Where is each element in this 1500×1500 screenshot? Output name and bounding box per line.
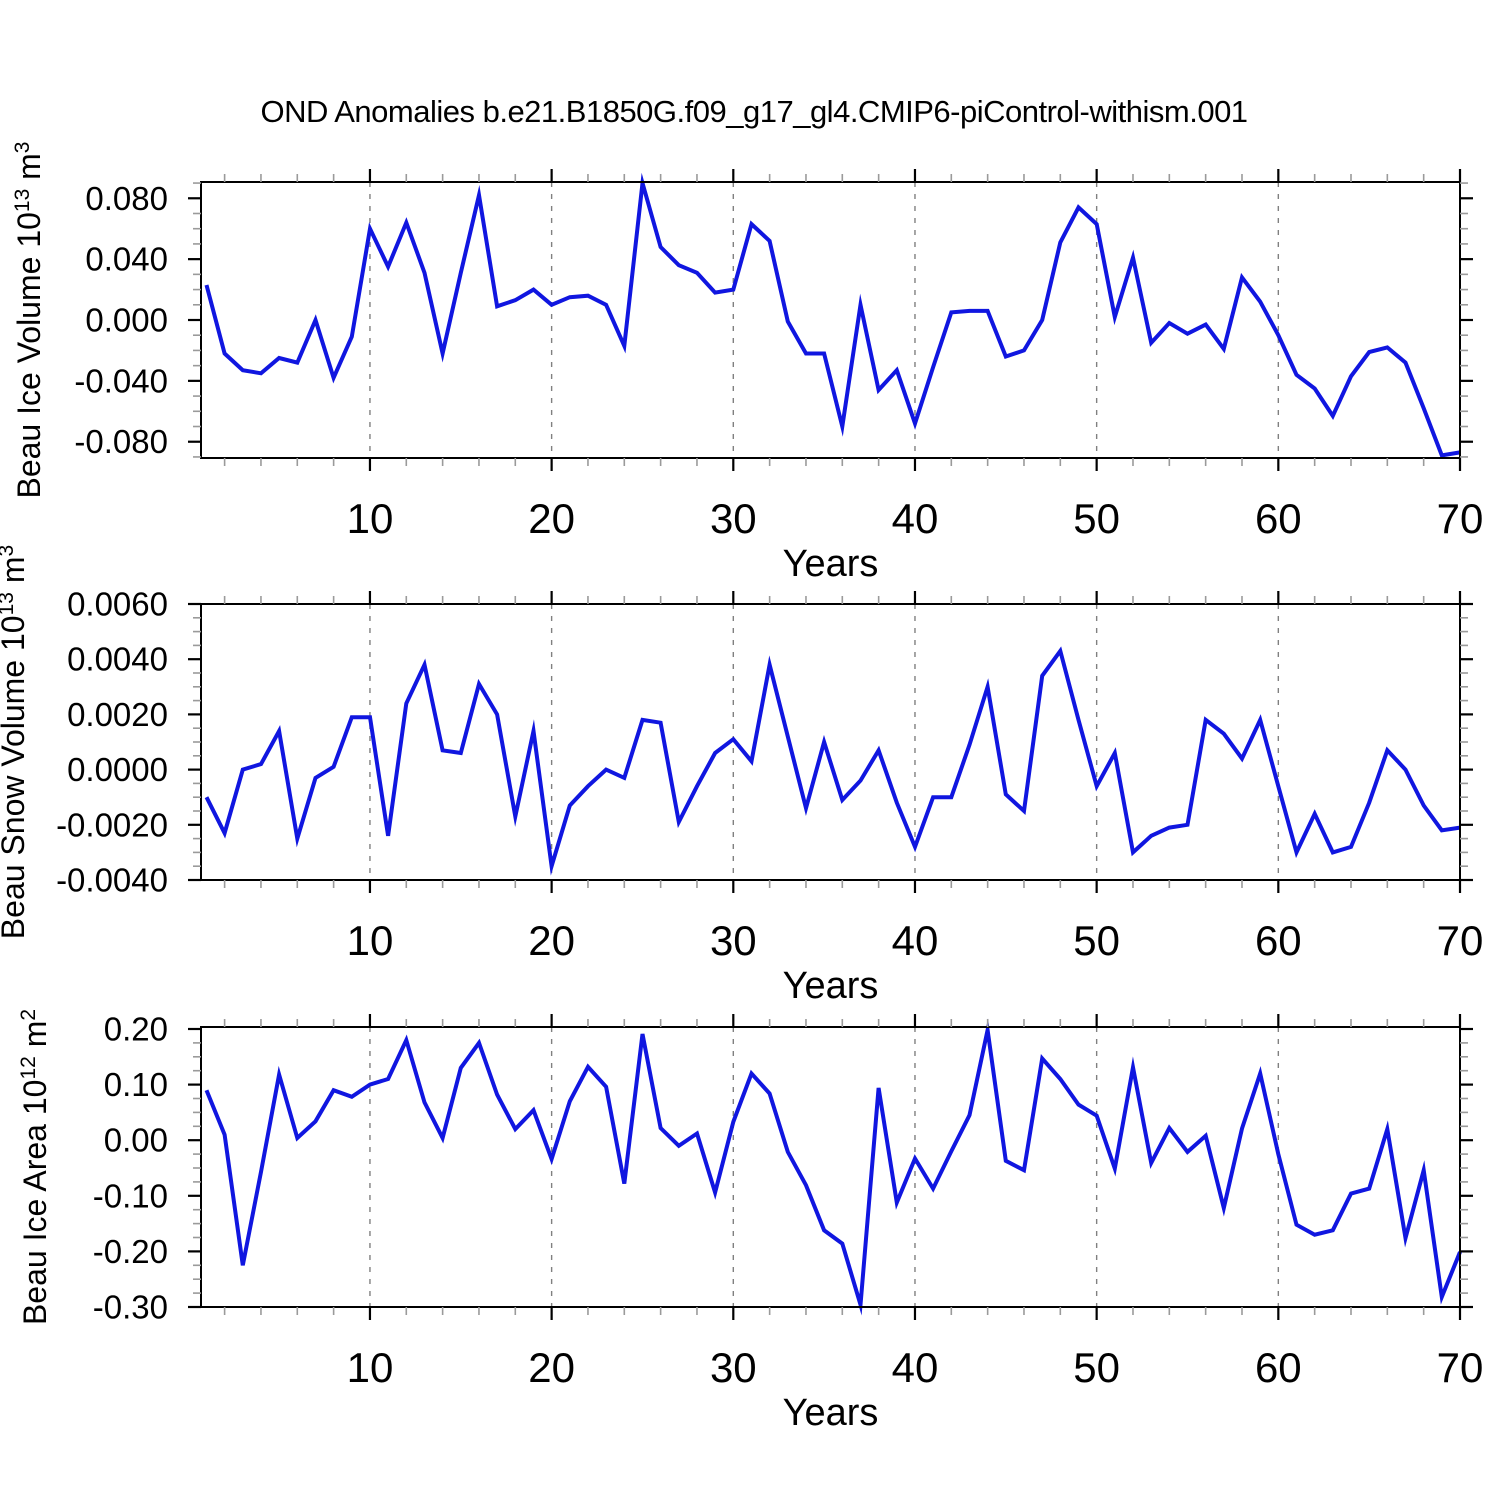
- beau-ice-volume-xtick-label: 70: [1437, 495, 1484, 542]
- beau-ice-volume-ytick-label: -0.040: [74, 362, 168, 399]
- beau-ice-volume-panel: 10 20 30 40 50 60 70 -0.080 -0.040 0.000 0.040 0.08…: [11, 141, 1483, 585]
- beau-ice-area-xtick-label: 30: [710, 1344, 757, 1391]
- beau-ice-area-xtick-label: 60: [1255, 1344, 1302, 1391]
- beau-ice-volume-ytick-label: 0.000: [85, 302, 168, 339]
- beau-ice-area-ytick-label: -0.30: [93, 1289, 168, 1326]
- beau-ice-volume-ytick-label: 0.040: [85, 241, 168, 278]
- beau-snow-volume-xaxis-title: Years: [783, 965, 879, 1007]
- beau-snow-volume-ytick-label: 0.0020: [67, 696, 168, 733]
- beau-ice-volume-xtick-label: 10: [347, 495, 394, 542]
- beau-snow-volume-ytick-label: 0.0040: [67, 641, 168, 678]
- beau-ice-volume-xtick-label: 20: [528, 495, 575, 542]
- beau-snow-volume-ytick-label: -0.0040: [56, 862, 168, 899]
- beau-ice-area-panel: 10 20 30 40 50 60 70 -0.30 -0.20 -0.10 0.00 0.10 0.2…: [17, 1009, 1483, 1434]
- beau-ice-area-ytick-label: -0.10: [93, 1177, 168, 1214]
- beau-ice-volume-ytick-label: -0.080: [74, 423, 168, 460]
- beau-ice-area-axes-box: [200, 1026, 1461, 1308]
- figure-title: OND Anomalies b.e21.B1850G.f09_g17_gl4.C…: [260, 94, 1247, 129]
- beau-ice-volume-ytick-label: 0.080: [85, 180, 168, 217]
- beau-ice-area-ytick-label: -0.20: [93, 1233, 168, 1270]
- beau-snow-volume-line: [204, 646, 1461, 876]
- beau-ice-volume-ticks: [188, 169, 1473, 471]
- beau-ice-volume-xtick-label: 50: [1073, 495, 1120, 542]
- beau-ice-area-line: [204, 1018, 1462, 1316]
- beau-ice-volume-line: [204, 172, 1461, 458]
- beau-snow-volume-panel: 10 20 30 40 50 60 70 -0.0040 -0.0020 0.0000 0.0020…: [0, 545, 1483, 1007]
- beau-ice-area-xtick-label: 20: [528, 1344, 575, 1391]
- beau-snow-volume-ytick-label: 0.0060: [67, 586, 168, 623]
- beau-snow-volume-yaxis-title: Beau Snow Volume 1013 m3: [0, 545, 31, 939]
- beau-ice-area-ytick-label: 0.00: [104, 1122, 168, 1159]
- beau-ice-area-xtick-label: 10: [347, 1344, 394, 1391]
- beau-ice-area-ticks: [188, 1014, 1473, 1320]
- beau-snow-volume-xtick-label: 20: [528, 917, 575, 964]
- beau-ice-volume-xaxis-title: Years: [783, 543, 879, 585]
- beau-snow-volume-ytick-label: -0.0020: [56, 806, 168, 843]
- beau-ice-area-xaxis-title: Years: [783, 1392, 879, 1434]
- beau-snow-volume-xtick-label: 30: [710, 917, 757, 964]
- beau-ice-area-xtick-label: 50: [1073, 1344, 1120, 1391]
- beau-ice-area-ytick-label: 0.20: [104, 1011, 168, 1048]
- beau-ice-volume-yaxis-title: Beau Ice Volume 1013 m3: [11, 141, 47, 498]
- panels-root: 10 20 30 40 50 60 70 -0.080 -0.040 0.000 0.040 0.08…: [0, 141, 1483, 1434]
- beau-ice-area-xtick-label: 40: [892, 1344, 939, 1391]
- beau-ice-area-xtick-label: 70: [1437, 1344, 1484, 1391]
- beau-snow-volume-ticks: [188, 591, 1473, 893]
- beau-snow-volume-xtick-label: 50: [1073, 917, 1120, 964]
- beau-snow-volume-xtick-label: 60: [1255, 917, 1302, 964]
- beau-ice-area-yaxis-title: Beau Ice Area 1012 m2: [17, 1009, 53, 1325]
- beau-ice-volume-xtick-label: 40: [892, 495, 939, 542]
- beau-ice-area-ytick-label: 0.10: [104, 1066, 168, 1103]
- beau-ice-volume-xtick-label: 30: [710, 495, 757, 542]
- beau-snow-volume-xtick-label: 10: [347, 917, 394, 964]
- beau-snow-volume-xtick-label: 70: [1437, 917, 1484, 964]
- beau-snow-volume-ytick-label: 0.0000: [67, 751, 168, 788]
- beau-snow-volume-xtick-label: 40: [892, 917, 939, 964]
- beau-ice-volume-xtick-label: 60: [1255, 495, 1302, 542]
